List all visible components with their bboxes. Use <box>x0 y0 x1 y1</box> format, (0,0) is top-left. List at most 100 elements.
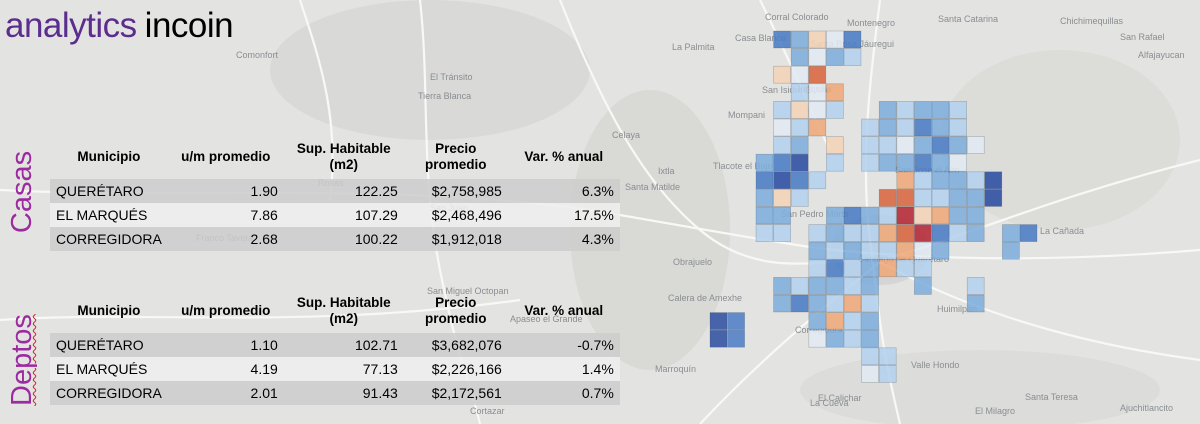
heat-map-cell <box>755 189 774 207</box>
table-row: EL MARQUÉS 7.86 107.29 $2,468,496 17.5% <box>50 203 620 227</box>
cell-municipio: CORREGIDORA <box>50 227 168 251</box>
map-place-label: El Calichar <box>818 393 862 403</box>
heat-map-cell <box>790 48 809 66</box>
heat-map-cell <box>790 171 809 190</box>
heat-map-cell <box>1019 224 1038 242</box>
heat-map-cell <box>790 189 809 207</box>
table-row: QUERÉTARO 1.10 102.71 $3,682,076 -0.7% <box>50 333 620 357</box>
heat-map-cell <box>896 224 915 242</box>
heat-map-cell <box>914 206 932 225</box>
cell-um: 7.86 <box>167 203 284 227</box>
cell-precio: $1,912,018 <box>403 227 508 251</box>
heat-map-cell <box>826 101 844 119</box>
heat-map-cell <box>826 259 844 278</box>
cell-um: 2.68 <box>167 227 284 251</box>
map-place-label: Calera de Amexhe <box>668 293 742 303</box>
brand-logo-part2: incoin <box>144 6 234 45</box>
heat-map-cell <box>790 153 809 172</box>
cell-var: 17.5% <box>507 203 620 227</box>
heat-map-cell <box>861 365 879 383</box>
map-place-label: Comonfort <box>236 50 279 60</box>
heat-map-cell <box>755 153 774 172</box>
col-header-sup-habitable: Sup. Habitable (m2) <box>296 141 391 172</box>
heat-map-cell <box>896 136 915 154</box>
map-place-label: Huimilpan <box>937 304 977 314</box>
section-label-deptos-text: Deptos <box>6 314 38 406</box>
map-place-label: Alfajayucan <box>1138 50 1185 60</box>
cell-sup: 100.22 <box>283 227 404 251</box>
heat-map-cell <box>808 329 827 348</box>
heat-map-cell <box>931 118 950 137</box>
heat-map-cell <box>773 30 791 49</box>
heat-map-cell <box>878 101 897 119</box>
heat-map-cell <box>949 153 967 172</box>
col-header-precio-promedio: Precio promedio <box>425 295 487 326</box>
heat-map-cell <box>878 259 897 278</box>
heat-map-cell <box>914 101 932 119</box>
heat-map-cell <box>984 189 1003 207</box>
heat-map-cell <box>773 65 791 84</box>
cell-municipio: EL MARQUÉS <box>50 357 168 381</box>
col-header-um-promedio: u/m promedio <box>181 149 271 164</box>
map-place-label: Cortazar <box>470 406 505 416</box>
heat-map-cell <box>755 171 774 190</box>
heat-map-cell <box>843 206 862 225</box>
heat-map-cell <box>843 259 862 278</box>
heat-map-cell <box>843 294 862 313</box>
heat-map-cell <box>878 206 897 225</box>
heat-map-cell <box>773 171 791 190</box>
heat-map-cell <box>914 224 932 242</box>
heat-map-cell <box>709 329 728 348</box>
section-label-deptos: Deptos <box>6 300 42 420</box>
heat-map-cell <box>896 118 915 137</box>
heat-map-cell <box>826 30 844 49</box>
heat-map-cell <box>861 241 879 260</box>
cell-var: 1.4% <box>507 357 620 381</box>
map-place-label: San Miguel Octopan <box>427 286 509 296</box>
map-place-label: La Cueva <box>810 398 849 408</box>
heat-map-cell <box>808 48 827 66</box>
heat-map-cell <box>931 241 950 260</box>
cell-municipio: QUERÉTARO <box>50 333 168 357</box>
heat-map-cell <box>790 83 809 102</box>
table-row: CORREGIDORA 2.68 100.22 $1,912,018 4.3% <box>50 227 620 251</box>
heat-map-cell <box>914 259 932 278</box>
heat-map-cell <box>1002 241 1020 260</box>
heat-map-cell <box>914 277 932 295</box>
map-place-label: Obrajuelo <box>673 257 712 267</box>
cell-precio: $2,226,166 <box>403 357 508 381</box>
heat-map-cell <box>896 189 915 207</box>
heat-map-cell <box>914 241 932 260</box>
heat-map-cell <box>790 294 809 313</box>
heat-map-cell <box>773 206 791 225</box>
heat-map-cell <box>966 206 985 225</box>
col-header-sup-habitable: Sup. Habitable (m2) <box>296 295 391 326</box>
heat-map-cell <box>826 83 844 102</box>
table-row: EL MARQUÉS 4.19 77.13 $2,226,166 1.4% <box>50 357 620 381</box>
map-place-label: La Cañada <box>1040 226 1084 236</box>
map-place-label: San Pedro Mártir <box>781 209 849 219</box>
heat-map-cell <box>966 136 985 154</box>
map-place-label: Casa Blanca <box>735 33 786 43</box>
heat-map-cell <box>843 48 862 66</box>
heat-map-cell <box>808 83 827 102</box>
map-place-label: Marroquín <box>655 364 696 374</box>
heat-map-cell <box>727 329 745 348</box>
heat-map-cell <box>931 136 950 154</box>
map-place-label: Santa Catarina <box>938 14 998 24</box>
col-header-municipio: Municipio <box>77 149 141 164</box>
heat-map-cell <box>896 171 915 190</box>
heat-map-cell <box>808 118 827 137</box>
heat-map-cell <box>861 277 879 295</box>
cell-um: 4.19 <box>167 357 284 381</box>
heat-map-cell <box>931 189 950 207</box>
heat-map-cell <box>861 347 879 366</box>
heat-map-cell <box>843 224 862 242</box>
heat-map-cell <box>773 294 791 313</box>
cell-um: 1.10 <box>167 333 284 357</box>
cell-precio: $2,758,985 <box>403 179 508 203</box>
heat-map-cell <box>931 153 950 172</box>
cell-um: 1.90 <box>167 179 284 203</box>
heat-map-cell <box>826 277 844 295</box>
heat-map-cell <box>826 294 844 313</box>
